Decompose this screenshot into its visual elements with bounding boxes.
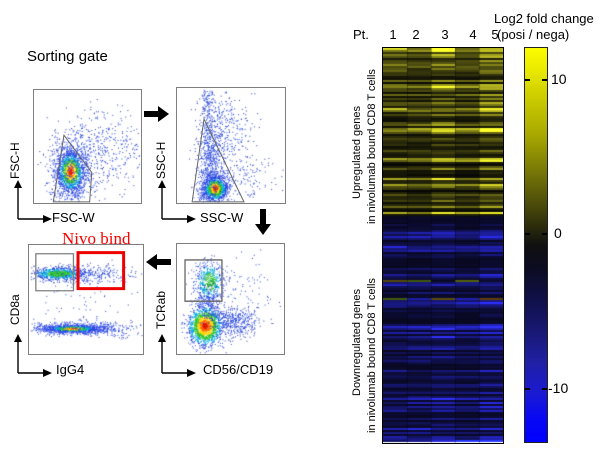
nivo-bind-label: Nivo bind (62, 229, 131, 248)
tcr-axis-arrows-icon (158, 334, 196, 377)
cd8-negative-gate (36, 254, 74, 291)
fsc-y-axis-label: FSC-H (8, 142, 22, 180)
upregulated-label-line1: Upregulated genes (351, 106, 363, 200)
colorbar-label-neg10: -10 (548, 380, 569, 396)
arrow-right-icon (144, 106, 169, 122)
tcr-plot (176, 243, 285, 355)
colorbar-tick-neg10-right (542, 388, 547, 390)
colorbar-tick-neg10-left (525, 388, 530, 390)
cd8-igg4-plot (28, 244, 144, 355)
pt-label: Pt. (353, 27, 369, 42)
fsc-density-canvas (34, 90, 141, 203)
tcr-x-axis-label: CD56/CD19 (203, 362, 274, 377)
lymphocyte-gate (53, 135, 92, 202)
heatmap-canvas (382, 47, 504, 444)
colorbar-tick-0-left (525, 233, 530, 235)
pt-column-4: 4 (469, 27, 477, 42)
tcr-density-canvas (177, 244, 284, 354)
ssc-x-axis-label: SSC-W (200, 210, 244, 225)
colorbar-tick-10-left (525, 79, 530, 81)
colorbar-tick-10-right (542, 79, 547, 81)
pt-column-3: 3 (441, 27, 449, 42)
cd8-axis-arrows-icon (14, 334, 52, 377)
downregulated-label-line2: in nivolumab bound CD8 T cells (366, 278, 378, 434)
pt-column-5: 5 (491, 27, 499, 42)
pt-column-1: 1 (389, 27, 397, 42)
downregulated-label-line1: Downregulated genes (351, 288, 363, 396)
singlet-gate (192, 119, 244, 202)
ssc-y-axis-label: SSC-H (154, 141, 168, 179)
ssc-axis-arrows-icon (158, 180, 196, 223)
pt-column-2: 2 (412, 27, 420, 42)
cd8-x-axis-label: IgG4 (56, 362, 85, 377)
colorbar-title-line2: (posi / nega) (497, 27, 570, 42)
ssc-gate-overlay (177, 88, 285, 203)
sorting-gate-title: Sorting gate (27, 48, 108, 65)
colorbar (524, 47, 548, 443)
fsc-axis-arrows-icon (14, 180, 52, 223)
colorbar-tick-0-right (542, 233, 547, 235)
colorbar-label-10: 10 (551, 71, 567, 87)
colorbar-title-line1: Log2 fold change (494, 11, 594, 26)
colorbar-label-0: 0 (554, 225, 562, 241)
fsc-gate-overlay (34, 90, 141, 203)
fsc-x-axis-label: FSC-W (52, 210, 95, 225)
cd8-y-axis-label: CD8a (8, 294, 22, 326)
upregulated-label-line2: in nivolumab bound CD8 T cells (366, 69, 378, 225)
tcrab-high-gate (185, 260, 222, 301)
arrow-down-icon (255, 209, 271, 235)
nivo-bind-gate (78, 253, 124, 289)
fsc-plot (33, 89, 142, 204)
ssc-plot (176, 87, 286, 204)
arrow-left-icon (146, 254, 171, 270)
tcr-gate-overlay (177, 244, 284, 354)
tcr-y-axis-label: TCRab (154, 291, 168, 330)
cd8-gate-overlay (29, 245, 143, 354)
